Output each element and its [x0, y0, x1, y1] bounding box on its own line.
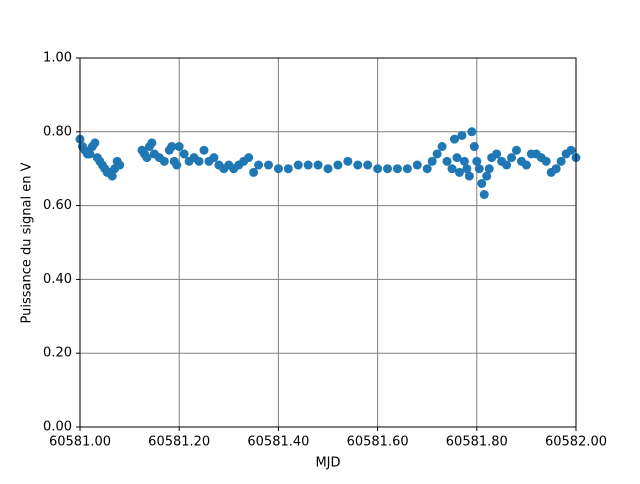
- data-point: [437, 142, 447, 152]
- data-point: [402, 164, 412, 174]
- data-point: [383, 164, 393, 174]
- data-point: [115, 160, 125, 170]
- data-point: [147, 138, 157, 148]
- data-point: [447, 164, 457, 174]
- data-point: [479, 190, 489, 200]
- data-point: [167, 142, 177, 152]
- data-point: [427, 156, 437, 166]
- data-point: [392, 164, 402, 174]
- data-point: [511, 145, 521, 155]
- data-point: [484, 164, 494, 174]
- data-point: [482, 171, 492, 181]
- y-axis-label: Puissance du signal en V: [20, 162, 35, 323]
- x-axis-label: MJD: [315, 456, 340, 471]
- data-point: [452, 153, 462, 163]
- data-point: [194, 156, 204, 166]
- data-point: [343, 156, 353, 166]
- data-point: [492, 149, 502, 159]
- x-tick-label: 60581.80: [446, 435, 508, 450]
- x-tick-label: 60581.40: [247, 435, 309, 450]
- data-point: [462, 164, 472, 174]
- data-point: [373, 164, 383, 174]
- data-point: [521, 160, 531, 170]
- data-point: [457, 130, 467, 140]
- data-point: [293, 160, 303, 170]
- data-point: [244, 153, 254, 163]
- x-tick-label: 60582.00: [545, 435, 607, 450]
- data-point: [323, 164, 333, 174]
- data-point: [449, 134, 459, 144]
- data-point: [502, 160, 512, 170]
- data-point: [85, 149, 95, 159]
- data-point: [556, 156, 566, 166]
- data-point: [566, 145, 576, 155]
- data-point: [454, 167, 464, 177]
- data-point: [263, 160, 273, 170]
- y-tick-label: 0.40: [43, 272, 72, 287]
- data-point: [507, 153, 517, 163]
- data-point: [363, 160, 373, 170]
- data-point: [273, 164, 283, 174]
- data-point: [472, 156, 482, 166]
- data-point: [303, 160, 313, 170]
- data-point: [353, 160, 363, 170]
- data-point: [412, 160, 422, 170]
- y-tick-label: 0.00: [43, 420, 72, 435]
- data-point: [541, 156, 551, 166]
- data-point: [107, 171, 117, 181]
- data-point: [142, 153, 152, 163]
- data-point: [467, 127, 477, 137]
- data-point: [209, 153, 219, 163]
- x-tick-label: 60581.00: [49, 435, 111, 450]
- data-point: [474, 164, 484, 174]
- plot-frame: [79, 57, 577, 428]
- data-point: [432, 149, 442, 159]
- data-point: [464, 171, 474, 181]
- y-tick-label: 1.00: [43, 51, 72, 66]
- data-point: [477, 178, 487, 188]
- data-point: [172, 160, 182, 170]
- data-point: [90, 138, 100, 148]
- y-tick-label: 0.20: [43, 346, 72, 361]
- x-tick-label: 60581.60: [347, 435, 409, 450]
- data-point: [422, 164, 432, 174]
- data-point: [442, 156, 452, 166]
- data-point: [333, 160, 343, 170]
- data-point: [159, 156, 169, 166]
- data-point: [459, 156, 469, 166]
- data-point: [313, 160, 323, 170]
- data-point: [283, 164, 293, 174]
- data-point: [254, 160, 264, 170]
- y-tick-label: 0.80: [43, 124, 72, 139]
- data-point: [469, 142, 479, 152]
- data-point: [174, 142, 184, 152]
- data-point: [551, 164, 561, 174]
- y-tick-label: 0.60: [43, 198, 72, 213]
- data-point: [249, 167, 259, 177]
- data-point: [179, 149, 189, 159]
- x-tick-label: 60581.20: [148, 435, 210, 450]
- data-point: [199, 145, 209, 155]
